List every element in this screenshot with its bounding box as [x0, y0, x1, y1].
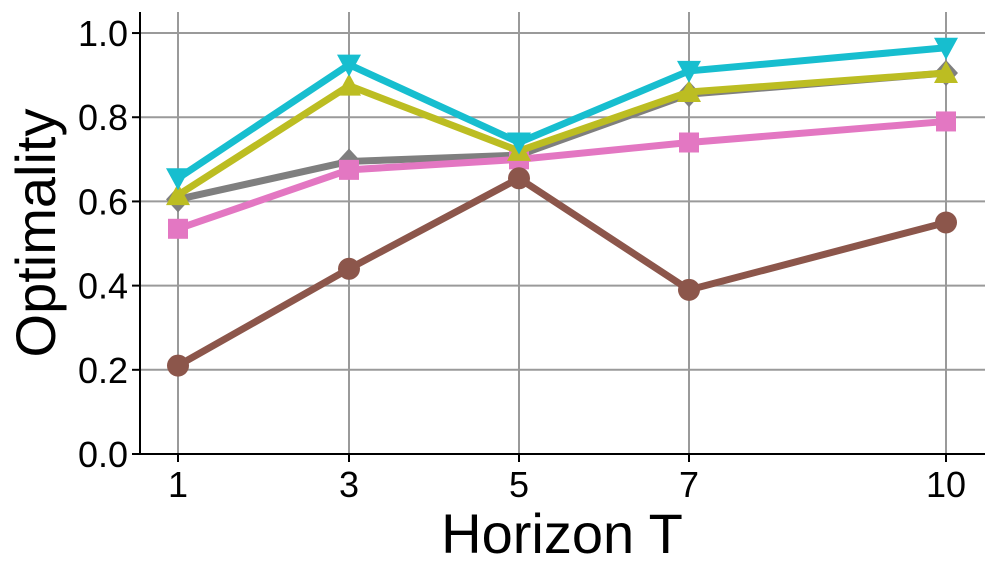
data-point-circle-x1 — [167, 354, 189, 377]
data-point-circle-x5 — [508, 167, 530, 190]
data-point-square-x1 — [168, 218, 188, 239]
data-point-triangle-up-x1 — [166, 183, 190, 206]
series-layer — [166, 37, 958, 377]
data-point-triangle-down-x5 — [507, 132, 531, 155]
y-tick-label: 0.4 — [78, 266, 128, 307]
data-point-triangle-down-x3 — [337, 54, 361, 77]
x-tick-label: 3 — [339, 464, 359, 505]
x-tick-label: 1 — [168, 464, 188, 505]
y-tick-label: 0.0 — [78, 434, 128, 475]
series-line-triangle-down — [176, 44, 947, 182]
axes — [132, 12, 985, 462]
y-axis-title: Optimality — [4, 109, 67, 358]
data-point-circle-x3 — [338, 257, 360, 280]
tick-labels: 1 3 5 7 10 0.0 0.2 0.4 0.6 0.8 1.0 — [78, 13, 966, 505]
x-tick-label: 7 — [679, 464, 699, 505]
data-point-triangle-up-x7 — [677, 79, 701, 102]
data-point-triangle-up-x3 — [337, 73, 361, 96]
series-triangle-down — [166, 37, 958, 191]
y-tick-label: 0.2 — [78, 350, 128, 391]
data-point-triangle-up-x10 — [934, 61, 958, 84]
data-point-circle-x10 — [935, 211, 957, 234]
data-point-square-x7 — [679, 132, 699, 153]
data-point-square-x10 — [936, 111, 956, 132]
y-tick-label: 0.6 — [78, 181, 128, 222]
data-point-circle-x7 — [678, 278, 700, 301]
series-line-circle — [176, 174, 947, 369]
data-point-square-x3 — [339, 159, 359, 180]
data-point-triangle-down-x10 — [934, 37, 958, 60]
x-axis-title: Horizon T — [441, 502, 683, 565]
x-tick-label: 10 — [926, 464, 966, 505]
y-tick-label: 0.8 — [78, 97, 128, 138]
y-tick-label: 1.0 — [78, 13, 128, 54]
data-point-triangle-down-x7 — [677, 60, 701, 83]
data-point-triangle-down-x1 — [166, 168, 190, 191]
series-circle — [167, 167, 957, 377]
x-tick-label: 5 — [509, 464, 529, 505]
